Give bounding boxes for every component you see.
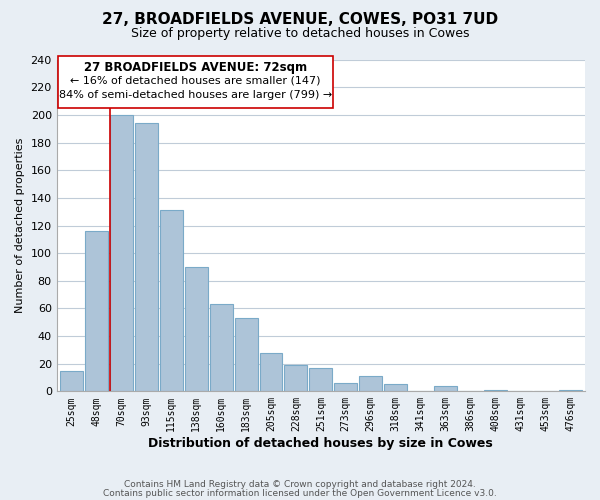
- Bar: [135, 124, 158, 392]
- Bar: [60, 370, 83, 392]
- Text: Contains HM Land Registry data © Crown copyright and database right 2024.: Contains HM Land Registry data © Crown c…: [124, 480, 476, 489]
- Bar: [310, 368, 332, 392]
- Y-axis label: Number of detached properties: Number of detached properties: [15, 138, 25, 314]
- Bar: [58, 56, 333, 108]
- Bar: [559, 390, 581, 392]
- Bar: [185, 267, 208, 392]
- Text: 84% of semi-detached houses are larger (799) →: 84% of semi-detached houses are larger (…: [59, 90, 332, 100]
- Bar: [384, 384, 407, 392]
- Text: 27 BROADFIELDS AVENUE: 72sqm: 27 BROADFIELDS AVENUE: 72sqm: [84, 61, 307, 74]
- Bar: [209, 304, 233, 392]
- Bar: [260, 352, 283, 392]
- Bar: [110, 115, 133, 392]
- Bar: [85, 231, 108, 392]
- X-axis label: Distribution of detached houses by size in Cowes: Distribution of detached houses by size …: [148, 437, 493, 450]
- Bar: [160, 210, 183, 392]
- Bar: [284, 365, 307, 392]
- Text: 27, BROADFIELDS AVENUE, COWES, PO31 7UD: 27, BROADFIELDS AVENUE, COWES, PO31 7UD: [102, 12, 498, 28]
- Text: ← 16% of detached houses are smaller (147): ← 16% of detached houses are smaller (14…: [70, 75, 321, 85]
- Bar: [484, 390, 507, 392]
- Bar: [235, 318, 257, 392]
- Bar: [359, 376, 382, 392]
- Bar: [334, 383, 357, 392]
- Bar: [434, 386, 457, 392]
- Text: Size of property relative to detached houses in Cowes: Size of property relative to detached ho…: [131, 28, 469, 40]
- Text: Contains public sector information licensed under the Open Government Licence v3: Contains public sector information licen…: [103, 488, 497, 498]
